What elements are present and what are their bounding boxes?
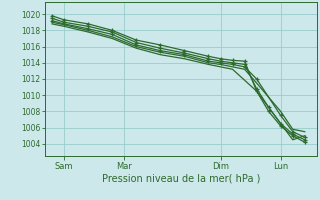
X-axis label: Pression niveau de la mer( hPa ): Pression niveau de la mer( hPa )	[102, 173, 260, 183]
